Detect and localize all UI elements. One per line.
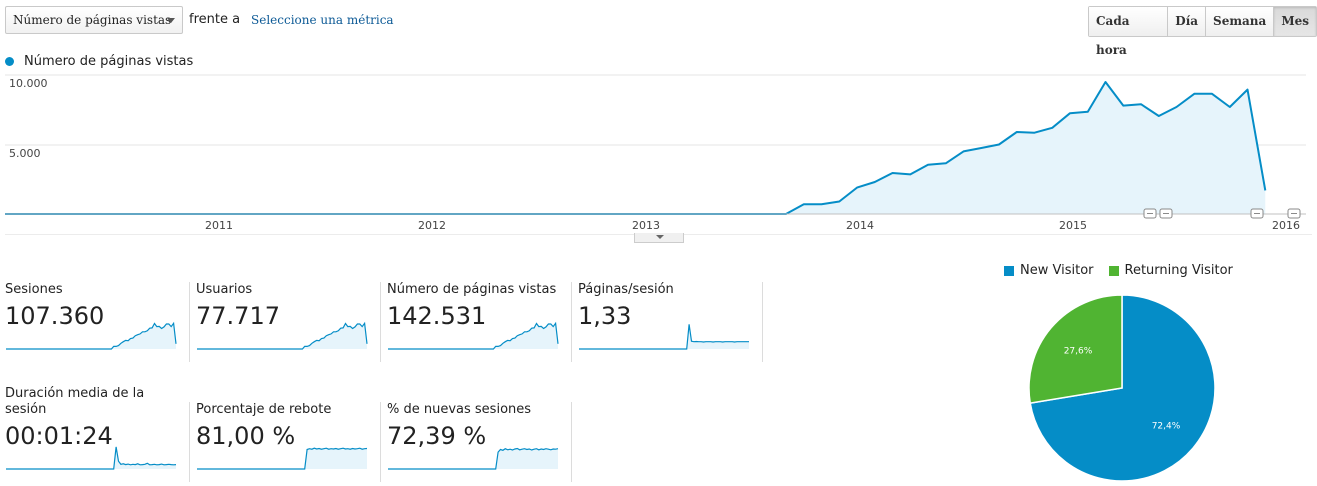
period-button-month[interactable]: Mes	[1273, 7, 1316, 36]
x-tick-label: 2014	[846, 219, 874, 232]
scorecard-label: Porcentaje de rebote	[196, 402, 332, 417]
sparkline-line	[6, 446, 177, 470]
annotation-layer	[1143, 208, 1301, 219]
y-tick-label: 5.000	[9, 147, 41, 160]
sparkline-area	[197, 323, 367, 349]
series-layer	[5, 81, 1267, 215]
sparkline	[388, 447, 559, 470]
sparkline-area	[197, 448, 367, 469]
sparkline-line	[388, 447, 559, 470]
legend-swatch	[1108, 265, 1119, 276]
scorecard-label: Duración media de la sesión	[5, 386, 145, 417]
scorecard-value: 142.531	[387, 302, 487, 330]
x-tick-label: 2011	[205, 219, 233, 232]
chart-expand-handle[interactable]	[634, 233, 684, 243]
chevron-down-icon	[167, 18, 175, 23]
x-tick-label: 2015	[1059, 219, 1087, 232]
card-divider	[762, 282, 763, 362]
sparkline-line	[388, 321, 559, 350]
sparkline-area	[579, 324, 749, 349]
scorecard-label: Páginas/sesión	[578, 282, 674, 297]
scorecard-pageviews[interactable]: Número de páginas vistas 142.531	[387, 282, 572, 362]
scorecard-value: 72,39 %	[387, 422, 487, 450]
scorecard-users[interactable]: Usuarios 77.717	[196, 282, 381, 362]
metric-select[interactable]: Número de páginas vistas	[5, 6, 183, 34]
x-tick-label: 2013	[632, 219, 660, 232]
legend-label[interactable]: Número de páginas vistas	[24, 54, 194, 69]
pie-label-returning-visitor: 27,6%	[1064, 347, 1093, 357]
sparkline	[6, 321, 177, 350]
chevron-down-icon	[656, 235, 664, 239]
period-button-day[interactable]: Día	[1167, 7, 1206, 36]
pie-legend-label: New Visitor	[1020, 263, 1094, 278]
period-button-hourly[interactable]: Cada hora	[1089, 7, 1168, 57]
sparkline	[388, 321, 559, 350]
scorecard-label: Número de páginas vistas	[387, 282, 557, 297]
card-divider	[189, 282, 190, 362]
select-metric-link[interactable]: Seleccione una métrica	[251, 13, 394, 27]
annotation-marker-icon	[1159, 208, 1173, 219]
period-selector: Cada hora Día Semana Mes	[1088, 6, 1317, 57]
sparkline	[197, 447, 368, 470]
sparkline-line	[6, 321, 177, 350]
annotation-marker-icon	[1287, 208, 1301, 219]
scorecard-label: Usuarios	[196, 282, 253, 297]
chart-legend: Número de páginas vistas	[5, 54, 193, 69]
y-tick-label: 10.000	[9, 77, 48, 90]
card-divider	[189, 402, 190, 482]
pie-legend-item-new[interactable]: New Visitor	[1004, 263, 1094, 278]
card-divider	[380, 282, 381, 362]
scorecard-avg-session-duration[interactable]: Duración media de la sesión 00:01:24	[5, 386, 190, 482]
sparkline-area	[388, 448, 558, 469]
x-tick-label: 2016	[1272, 219, 1300, 232]
metric-select-value: Número de páginas vistas	[13, 13, 172, 27]
pageviews-chart[interactable]: 10.000 5.000 2011 2012 2013 2014 2015 20…	[0, 70, 1317, 235]
card-divider	[380, 402, 381, 482]
versus-label: frente a	[189, 12, 241, 27]
x-tick-label: 2012	[418, 219, 446, 232]
visitor-type-pie[interactable]: 72,4% 27,6%	[1020, 287, 1225, 482]
scorecard-label: Sesiones	[5, 282, 63, 297]
sparkline-area	[6, 323, 176, 349]
card-divider	[571, 282, 572, 362]
scorecard-value: 107.360	[5, 302, 105, 330]
scorecard-new-sessions[interactable]: % de nuevas sesiones 72,39 %	[387, 402, 572, 482]
scorecard-label: % de nuevas sesiones	[387, 402, 532, 417]
pie-label-new-visitor: 72,4%	[1152, 421, 1181, 431]
scorecard-value: 1,33	[578, 302, 632, 330]
pie-slice-returning-visitor	[1028, 294, 1123, 404]
sparkline	[197, 321, 368, 350]
sparkline	[6, 446, 177, 470]
legend-swatch	[1004, 265, 1014, 276]
scorecard-value: 00:01:24	[5, 422, 113, 450]
pie-legend: New Visitor Returning Visitor	[1004, 263, 1248, 278]
series-area	[5, 82, 1266, 214]
annotation-marker-icon	[1250, 208, 1264, 219]
sparkline-line	[197, 321, 368, 350]
sparkline-line	[579, 324, 749, 350]
scorecard-pages-per-session[interactable]: Páginas/sesión 1,33	[578, 282, 763, 362]
scorecard-sessions[interactable]: Sesiones 107.360	[5, 282, 190, 362]
sparkline-line	[197, 447, 368, 470]
annotation-marker-icon	[1143, 208, 1157, 219]
scorecard-bounce-rate[interactable]: Porcentaje de rebote 81,00 %	[196, 402, 381, 482]
card-divider	[571, 402, 572, 482]
sparkline-area	[388, 323, 558, 349]
legend-dot-icon	[5, 57, 14, 66]
sparkline	[579, 324, 749, 350]
pie-legend-item-returning[interactable]: Returning Visitor	[1108, 263, 1233, 278]
scorecard-value: 81,00 %	[196, 422, 296, 450]
sparkline-area	[6, 446, 176, 469]
period-button-week[interactable]: Semana	[1205, 7, 1274, 36]
scorecard-value: 77.717	[196, 302, 280, 330]
pie-legend-label: Returning Visitor	[1124, 263, 1233, 278]
